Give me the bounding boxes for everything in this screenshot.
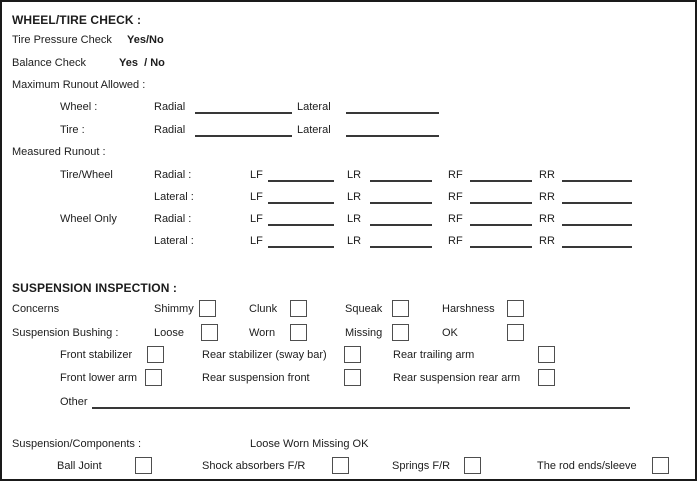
tire-pressure-value[interactable]: Yes/No [127, 34, 164, 46]
max-runout-tire-label: Tire : [60, 124, 85, 136]
wheel-radial-input-line[interactable] [195, 112, 292, 114]
suspension-inspection-title: SUSPENSION INSPECTION : [12, 281, 177, 295]
tw-lateral-lf-label: LF [250, 191, 263, 203]
tw-lateral-rf-input-line[interactable] [470, 202, 532, 204]
concerns-label: Concerns [12, 303, 60, 315]
wo-lateral-axis-label: Lateral : [154, 235, 194, 247]
wheel-tire-check-title: WHEEL/TIRE CHECK : [12, 13, 142, 27]
wheel-radial-label: Radial [154, 101, 186, 113]
tw-radial-rf-input-line[interactable] [470, 180, 532, 182]
rear-stabilizer-label: Rear stabilizer (sway bar) [202, 349, 327, 361]
suspension-bushing-label: Suspension Bushing : [12, 327, 119, 339]
shimmy-checkbox[interactable] [199, 300, 216, 317]
front-lower-arm-checkbox[interactable] [145, 369, 162, 386]
rear-trailing-arm-label: Rear trailing arm [393, 349, 475, 361]
shock-absorbers-label: Shock absorbers F/R [202, 460, 306, 472]
concern-shimmy-label: Shimmy [154, 303, 194, 315]
tw-lateral-axis-label: Lateral : [154, 191, 194, 203]
wo-radial-lf-input-line[interactable] [268, 224, 334, 226]
tire-lateral-input-line[interactable] [346, 135, 439, 137]
rear-suspension-rear-arm-checkbox[interactable] [538, 369, 555, 386]
tw-radial-lf-label: LF [250, 169, 263, 181]
concern-harshness-label: Harshness [442, 303, 495, 315]
tw-lateral-rf-label: RF [448, 191, 463, 203]
tw-radial-lr-label: LR [347, 169, 362, 181]
wo-radial-rr-label: RR [539, 213, 555, 225]
tw-lateral-lr-label: LR [347, 191, 362, 203]
harshness-checkbox[interactable] [507, 300, 524, 317]
balance-check-value[interactable]: Yes / No [119, 57, 165, 69]
front-stabilizer-checkbox[interactable] [147, 346, 164, 363]
tw-radial-rr-input-line[interactable] [562, 180, 632, 182]
measured-runout-heading: Measured Runout : [12, 146, 106, 158]
max-runout-heading: Maximum Runout Allowed : [12, 79, 146, 91]
tire-lateral-label: Lateral [297, 124, 331, 136]
wo-radial-rf-label: RF [448, 213, 463, 225]
clunk-checkbox[interactable] [290, 300, 307, 317]
shock-absorbers-checkbox[interactable] [332, 457, 349, 474]
wo-radial-rr-input-line[interactable] [562, 224, 632, 226]
tw-radial-rr-label: RR [539, 169, 555, 181]
rear-stabilizer-checkbox[interactable] [344, 346, 361, 363]
rear-suspension-rear-arm-label: Rear suspension rear arm [393, 372, 521, 384]
wheel-lateral-label: Lateral [297, 101, 331, 113]
max-runout-wheel-label: Wheel : [60, 101, 98, 113]
tw-radial-lr-input-line[interactable] [370, 180, 432, 182]
wo-radial-lf-label: LF [250, 213, 263, 225]
front-stabilizer-label: Front stabilizer [60, 349, 133, 361]
rear-suspension-front-checkbox[interactable] [344, 369, 361, 386]
concern-squeak-label: Squeak [345, 303, 383, 315]
wo-lateral-rr-label: RR [539, 235, 555, 247]
tire-radial-input-line[interactable] [195, 135, 292, 137]
other-label: Other [60, 396, 88, 408]
tw-lateral-lf-input-line[interactable] [268, 202, 334, 204]
tire-radial-label: Radial [154, 124, 186, 136]
wo-radial-rf-input-line[interactable] [470, 224, 532, 226]
measured-wheel-only-label: Wheel Only [60, 213, 117, 225]
rear-trailing-arm-checkbox[interactable] [538, 346, 555, 363]
wo-radial-axis-label: Radial : [154, 213, 192, 225]
tw-radial-lf-input-line[interactable] [268, 180, 334, 182]
front-lower-arm-label: Front lower arm [60, 372, 138, 384]
suspension-components-label: Suspension/Components : [12, 438, 142, 450]
bushing-ok-label: OK [442, 327, 458, 339]
wo-radial-lr-input-line[interactable] [370, 224, 432, 226]
springs-checkbox[interactable] [464, 457, 481, 474]
tw-radial-rf-label: RF [448, 169, 463, 181]
balance-check-label: Balance Check [12, 57, 86, 69]
wo-lateral-rf-label: RF [448, 235, 463, 247]
bushing-loose-checkbox[interactable] [201, 324, 218, 341]
wo-lateral-lr-input-line[interactable] [370, 246, 432, 248]
wo-lateral-rf-input-line[interactable] [470, 246, 532, 248]
tw-lateral-rr-input-line[interactable] [562, 202, 632, 204]
ball-joint-checkbox[interactable] [135, 457, 152, 474]
wheel-lateral-input-line[interactable] [346, 112, 439, 114]
wo-lateral-lr-label: LR [347, 235, 362, 247]
squeak-checkbox[interactable] [392, 300, 409, 317]
wo-lateral-rr-input-line[interactable] [562, 246, 632, 248]
tire-pressure-label: Tire Pressure Check [12, 34, 112, 46]
tw-radial-axis-label: Radial : [154, 169, 192, 181]
ball-joint-label: Ball Joint [57, 460, 102, 472]
measured-tire-wheel-label: Tire/Wheel [60, 169, 113, 181]
bushing-missing-label: Missing [345, 327, 383, 339]
rod-ends-sleeve-checkbox[interactable] [652, 457, 669, 474]
wo-lateral-lf-input-line[interactable] [268, 246, 334, 248]
bushing-worn-checkbox[interactable] [290, 324, 307, 341]
other-input-line[interactable] [92, 407, 630, 409]
wo-lateral-lf-label: LF [250, 235, 263, 247]
wo-radial-lr-label: LR [347, 213, 362, 225]
ratings-header: Loose Worn Missing OK [250, 438, 369, 450]
springs-label: Springs F/R [392, 460, 451, 472]
bushing-worn-label: Worn [249, 327, 276, 339]
tw-lateral-lr-input-line[interactable] [370, 202, 432, 204]
concern-clunk-label: Clunk [249, 303, 278, 315]
rear-suspension-front-label: Rear suspension front [202, 372, 310, 384]
bushing-ok-checkbox[interactable] [507, 324, 524, 341]
bushing-loose-label: Loose [154, 327, 184, 339]
bushing-missing-checkbox[interactable] [392, 324, 409, 341]
rod-ends-sleeve-label: The rod ends/sleeve [537, 460, 637, 472]
tw-lateral-rr-label: RR [539, 191, 555, 203]
